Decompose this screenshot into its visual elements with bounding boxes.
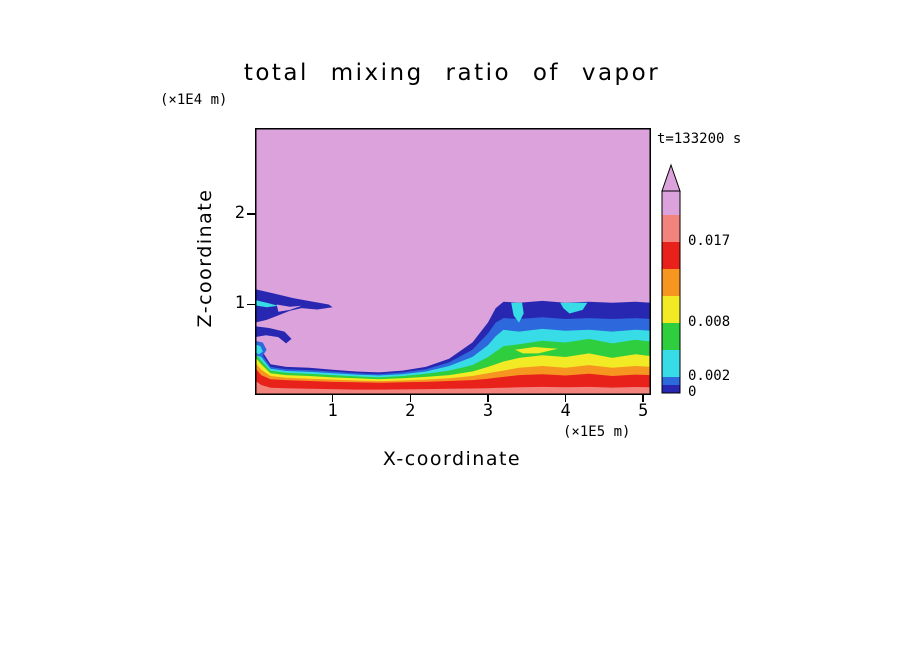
- colorbar-segment-yellow: [662, 296, 680, 323]
- contour-island-left-arm-plum-notch: [276, 304, 302, 312]
- z-tick-label: 2: [234, 202, 245, 223]
- x-axis-title: X-coordinate: [382, 448, 522, 470]
- x-tick-label: 4: [560, 401, 571, 421]
- x-tick-mark: [331, 395, 334, 402]
- x-tick-mark: [487, 395, 489, 402]
- contour-island-left-darkblue-hook: [255, 326, 292, 344]
- contour-plot: [255, 128, 651, 395]
- plot-frame: [255, 128, 651, 395]
- colorbar-segment-cyan: [662, 350, 680, 377]
- colorbar-segment-red: [662, 242, 680, 269]
- colorbar-border: [661, 190, 681, 394]
- colorbar-svg: [661, 163, 681, 394]
- x-tick-mark: [409, 395, 412, 402]
- colorbar-value-label: 0: [688, 384, 697, 400]
- colorbar-segment-plum: [662, 191, 680, 215]
- y-axis-unit-label: (×1E4 m): [160, 92, 228, 108]
- colorbar-segment-blue: [662, 377, 680, 385]
- contour-island-midband-cyan-streak: [511, 302, 524, 323]
- x-tick-label: 5: [638, 401, 649, 421]
- colorbar-value-label: 0.008: [688, 314, 731, 330]
- contour-island-left-cyan-patch: [255, 344, 263, 355]
- colorbar-value-label: 0.017: [688, 233, 731, 249]
- y-axis-title: Z-coordinate: [194, 188, 216, 328]
- contour-band-7-salmon: [255, 380, 651, 395]
- colorbar-value-label: 0.002: [688, 368, 731, 384]
- colorbar: 0.017 0.008 0.002 0: [660, 163, 750, 403]
- colorbar-segment-orange: [662, 269, 680, 296]
- colorbar-overflow-arrow-icon: [661, 163, 681, 192]
- time-annotation: t=133200 s: [657, 131, 742, 147]
- z-tick-mark: [247, 303, 255, 306]
- x-tick-label: 2: [405, 401, 416, 421]
- contour-island-left-darkblue-arm: [255, 289, 333, 323]
- contour-island-green-band-yellow-streak: [515, 347, 558, 354]
- chart-title: total mixing ratio of vapor: [243, 60, 661, 86]
- contour-island-left-arm-cyan-sliver: [255, 300, 279, 308]
- colorbar-segment-green: [662, 323, 680, 350]
- x-tick-mark: [564, 395, 567, 402]
- x-tick-label: 3: [482, 401, 494, 421]
- colorbar-segment-darkblue: [662, 385, 680, 393]
- contour-island-right-cyan-patch: [560, 302, 588, 314]
- colorbar-segment-salmon: [662, 215, 680, 242]
- x-tick-mark: [642, 395, 644, 402]
- x-axis-unit-label: (×1E5 m): [563, 424, 631, 440]
- x-tick-label: 1: [327, 401, 338, 421]
- z-tick-mark: [247, 213, 255, 215]
- z-tick-label: 1: [234, 293, 245, 314]
